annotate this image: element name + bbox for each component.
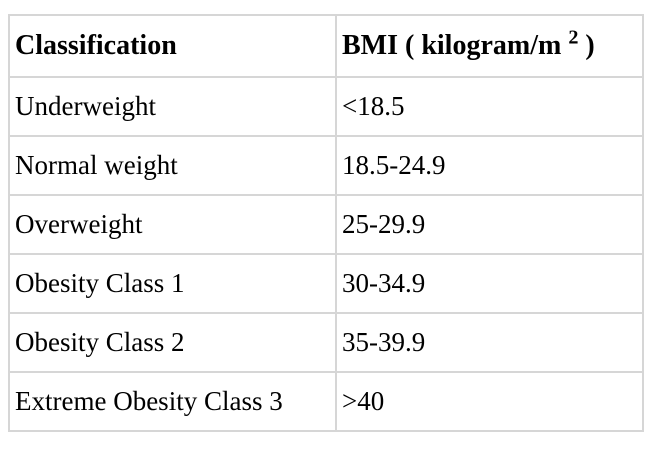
table-row: Underweight <18.5 [8, 76, 644, 137]
bmi-range-cell: >40 [335, 371, 644, 432]
bmi-unit-superscript: 2 [568, 26, 579, 49]
classification-cell: Overweight [8, 194, 337, 255]
classification-cell: Underweight [8, 76, 337, 137]
table-row: Normal weight 18.5-24.9 [8, 135, 644, 196]
bmi-range-cell: 30-34.9 [335, 253, 644, 314]
table-row: Overweight 25-29.9 [8, 194, 644, 255]
bmi-range-cell: 25-29.9 [335, 194, 644, 255]
bmi-range-cell: 35-39.9 [335, 312, 644, 373]
header-cell-bmi: BMI ( kilogram/m 2 ) [335, 14, 644, 78]
table-row: Obesity Class 1 30-34.9 [8, 253, 644, 314]
table-row: Obesity Class 2 35-39.9 [8, 312, 644, 373]
table-row: Extreme Obesity Class 3 >40 [8, 371, 644, 432]
classification-cell: Obesity Class 1 [8, 253, 337, 314]
bmi-unit-suffix: ) [578, 29, 595, 61]
bmi-range-cell: <18.5 [335, 76, 644, 137]
classification-cell: Extreme Obesity Class 3 [8, 371, 337, 432]
classification-cell: Normal weight [8, 135, 337, 196]
header-cell-classification: Classification [8, 14, 337, 78]
bmi-range-cell: 18.5-24.9 [335, 135, 644, 196]
table-header-row: Classification BMI ( kilogram/m 2 ) [8, 14, 644, 78]
bmi-classification-table: Classification BMI ( kilogram/m 2 ) Unde… [8, 14, 644, 432]
bmi-unit-prefix: BMI ( kilogram/m [342, 29, 569, 61]
classification-cell: Obesity Class 2 [8, 312, 337, 373]
